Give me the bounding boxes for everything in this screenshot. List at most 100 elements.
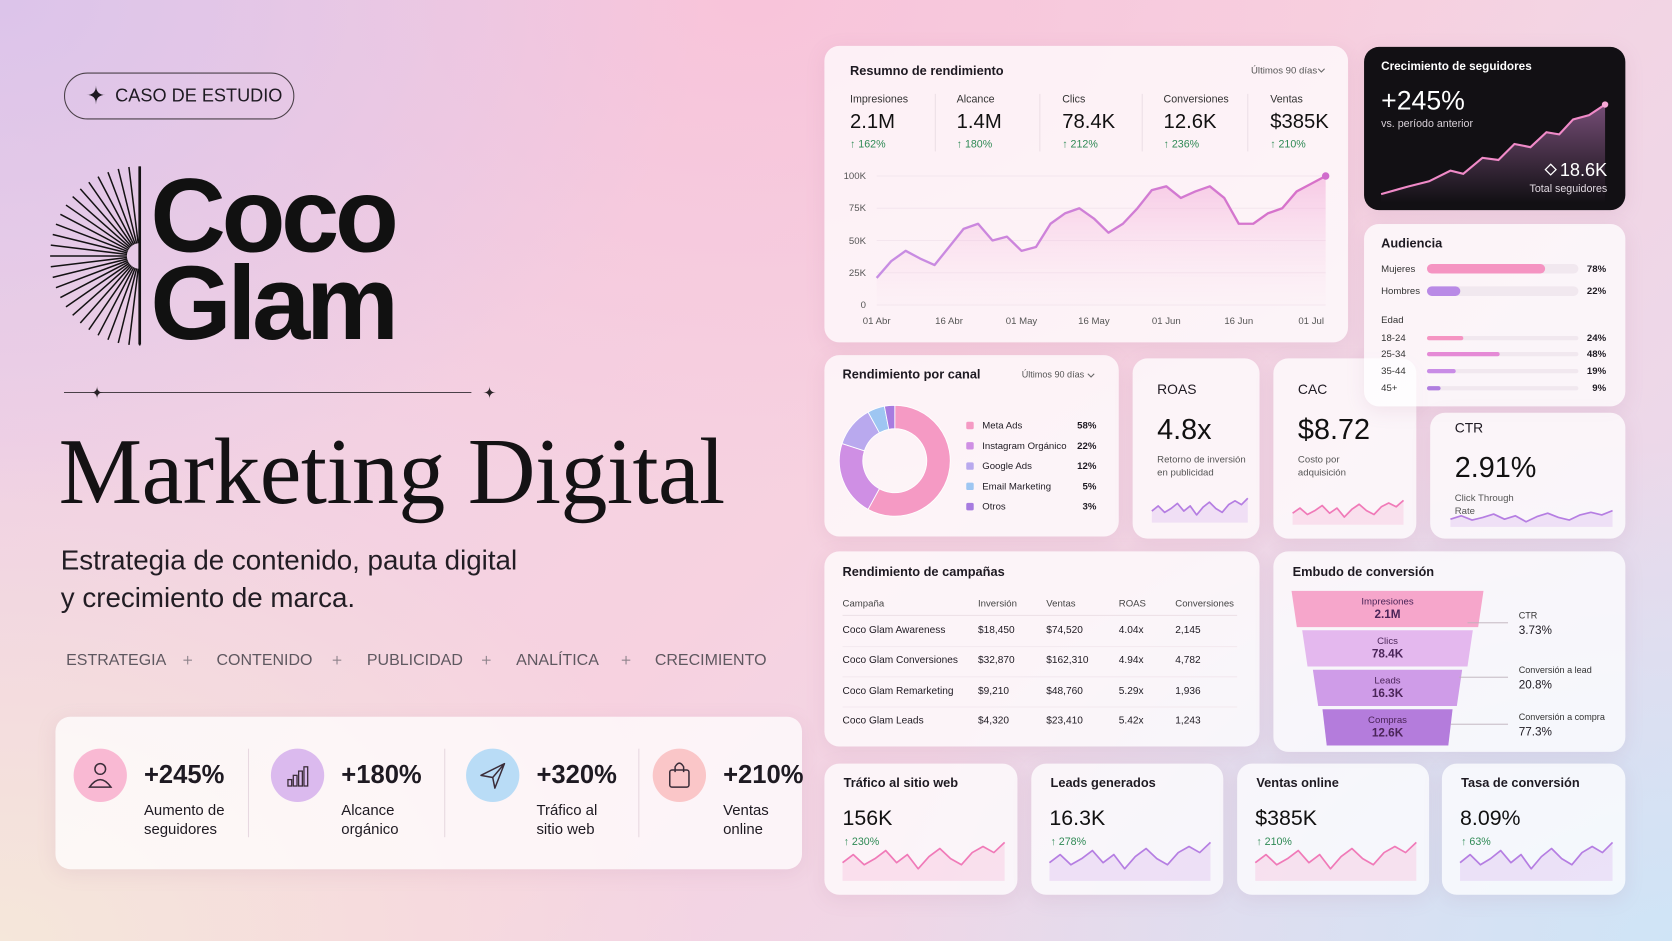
badge-outline — [63, 72, 295, 120]
bar-value: 22% — [1586, 285, 1607, 297]
metric-description: Costo por — [1297, 454, 1340, 465]
ctr-sparkline-area — [1450, 510, 1613, 527]
legend-swatch — [966, 502, 974, 511]
table-cell: $162,310 — [1046, 654, 1089, 667]
bar-value: 24% — [1586, 332, 1607, 344]
card-title: Audiencia — [1381, 235, 1443, 251]
stat-icon — [480, 762, 506, 789]
kpi-value: $385K — [1270, 110, 1329, 134]
card-title: Ventas online — [1256, 775, 1339, 791]
stat-value: +180% — [341, 760, 422, 790]
bar-track — [1426, 286, 1579, 296]
funnel-value: 2.1M — [1374, 608, 1401, 622]
kpi-change: ↑ 236% — [1163, 138, 1200, 151]
pie-slice — [867, 404, 951, 517]
funnel-value: 12.6K — [1371, 727, 1404, 740]
logo-ray — [117, 268, 138, 344]
table-header: Campaña — [842, 598, 885, 609]
stat-icon — [297, 770, 303, 787]
logo-ray — [55, 223, 129, 253]
followers-sparkline-end — [1601, 101, 1609, 108]
funnel-label: Clics — [1377, 635, 1398, 647]
rate-label: CTR — [1518, 610, 1538, 621]
rate-label: Conversión a lead — [1518, 664, 1592, 676]
kpi-sparkline-area — [1460, 842, 1613, 881]
table-cell: 4.94x — [1118, 654, 1144, 667]
metric-value: 4.8x — [1157, 413, 1212, 446]
bar-label: 18-24 — [1381, 332, 1406, 344]
metric-description: Retorno de inversión — [1157, 454, 1246, 465]
y-tick-label: 100K — [843, 170, 866, 182]
metric-title: CAC — [1297, 381, 1328, 398]
metric-description: Rate — [1454, 505, 1475, 517]
table-cell: 1,243 — [1175, 715, 1201, 727]
bar-label: 45+ — [1381, 382, 1398, 394]
bar — [1426, 335, 1464, 341]
legend-label: Google Ads — [982, 460, 1032, 472]
stat-label: online — [723, 820, 763, 838]
logo-ray — [128, 166, 139, 244]
bar-label: 25-34 — [1381, 348, 1406, 360]
table-cell: 4,782 — [1175, 654, 1201, 667]
logo-ray — [97, 266, 135, 336]
bar — [1426, 351, 1500, 357]
table-header: Ventas — [1046, 598, 1076, 609]
kpi-card — [1237, 763, 1430, 895]
legend-label: Meta Ads — [982, 420, 1023, 431]
stat-value: +245% — [143, 760, 225, 790]
stat-icon — [292, 774, 298, 787]
followers-sparkline — [1380, 103, 1606, 196]
y-tick-label: 0 — [860, 299, 866, 311]
chevron-icon — [1317, 68, 1325, 73]
logo-ray — [72, 195, 131, 249]
kpi-value: 2.1M — [850, 110, 896, 134]
stat-label: Alcance — [341, 800, 395, 818]
kpi-value: 12.6K — [1163, 110, 1217, 134]
section-label: Edad — [1381, 314, 1404, 326]
table-cell: 1,936 — [1175, 684, 1201, 697]
table-cell: $18,450 — [977, 624, 1015, 637]
kpi-sparkline — [842, 841, 1006, 870]
x-tick-label: 01 Jun — [1151, 315, 1181, 327]
line-series — [875, 174, 1327, 279]
card-title: Crecimiento de seguidores — [1381, 60, 1532, 74]
kpi-sparkline-area — [842, 842, 1005, 881]
table-cell: $32,870 — [977, 654, 1015, 667]
table-header: Conversiones — [1175, 598, 1234, 609]
stat-icon-bg — [652, 748, 707, 803]
kpi-value: 1.4M — [956, 110, 1002, 134]
kpi-label: Alcance — [956, 94, 995, 106]
kpi-card — [1441, 763, 1626, 895]
funnel-stage — [1291, 590, 1484, 628]
bar — [1426, 386, 1441, 391]
legend-swatch — [966, 442, 974, 450]
kpi-value: 8.09% — [1460, 806, 1521, 831]
bar-value: 48% — [1586, 348, 1607, 360]
legend-label: Email Marketing — [982, 480, 1052, 492]
kpi-label: Impresiones — [850, 94, 909, 106]
x-tick-label: 16 May — [1078, 315, 1110, 327]
subtitle: Estrategia de contenido, pauta digital — [60, 543, 518, 576]
x-tick-label: 01 Jul — [1298, 315, 1324, 327]
subtitle: y crecimiento de marca. — [60, 581, 356, 614]
logo-ray — [107, 267, 136, 340]
kpi-value: $385K — [1255, 806, 1317, 831]
cac-sparkline-area — [1292, 500, 1404, 525]
funnel-label: Leads — [1374, 674, 1401, 686]
logo-ray — [72, 263, 131, 316]
legend-swatch — [966, 421, 974, 430]
legend-value: 12% — [1077, 460, 1097, 472]
logo-ray — [79, 188, 132, 247]
kpi-sparkline — [1048, 841, 1212, 870]
metric-description: en publicidad — [1157, 466, 1214, 478]
stat-label: orgánico — [341, 820, 399, 838]
headline: Marketing Digital — [58, 420, 726, 525]
bar — [1426, 369, 1456, 374]
stat-icon — [669, 769, 690, 788]
legend-label: Otros — [982, 501, 1006, 512]
range-selector: Últimos 90 días — [1251, 64, 1318, 76]
kpi-label: Clics — [1062, 94, 1086, 106]
table-cell: Coco Glam Conversiones — [842, 654, 958, 667]
